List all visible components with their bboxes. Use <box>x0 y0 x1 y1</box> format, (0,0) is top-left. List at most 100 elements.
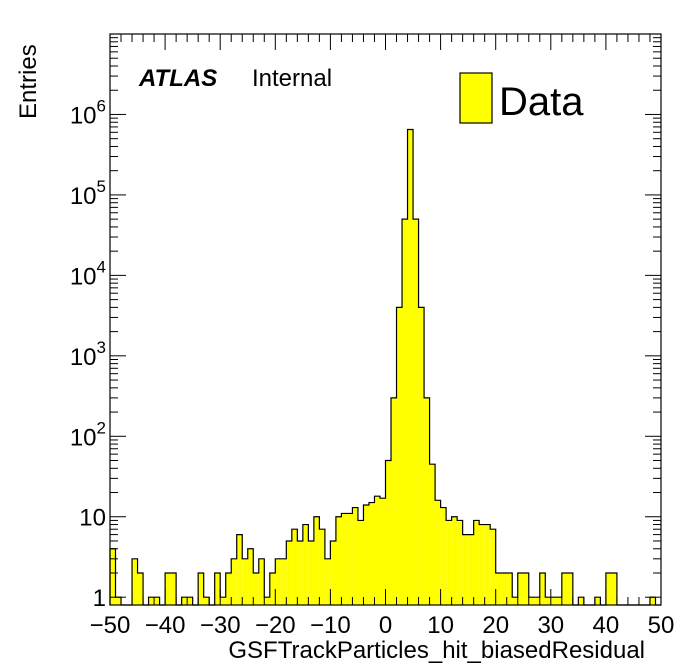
histogram-bar <box>484 524 491 605</box>
histogram-bar <box>528 597 535 605</box>
atlas-label: ATLAS <box>138 65 217 92</box>
x-tick-label: 10 <box>427 612 454 639</box>
x-tick-label: −20 <box>255 612 296 639</box>
histogram-bar <box>594 597 601 605</box>
histogram-bar <box>435 500 441 605</box>
histogram-bar <box>275 558 281 605</box>
histogram-bar <box>264 597 270 605</box>
histogram-bar <box>495 572 502 605</box>
histogram-bar <box>429 464 436 605</box>
histogram-bar <box>302 524 309 605</box>
x-tick-label: −30 <box>200 612 241 639</box>
histogram-bar <box>534 597 540 605</box>
y-tick-label: 106 <box>70 96 106 129</box>
histogram-bar <box>247 548 254 605</box>
histogram-bar <box>308 540 314 605</box>
histogram-bar <box>297 540 303 605</box>
histogram-bar <box>214 572 221 605</box>
histogram-bar <box>115 597 122 605</box>
histogram-bar <box>170 572 177 605</box>
histogram-bar <box>148 597 155 605</box>
histogram-bar <box>352 507 358 605</box>
x-tick-label: 20 <box>482 612 509 639</box>
histogram-bar <box>291 529 298 605</box>
histogram-bar <box>231 558 237 605</box>
histogram-bar <box>335 516 342 605</box>
histogram-bar <box>258 558 265 605</box>
histogram-bar <box>181 597 188 605</box>
histogram-bar <box>132 558 138 605</box>
histogram-bars <box>110 129 656 606</box>
histogram-bar <box>236 534 243 605</box>
histogram-bar <box>242 558 248 605</box>
x-tick-label: −40 <box>145 612 186 639</box>
histogram-bar <box>512 597 518 605</box>
histogram-bar <box>396 307 403 605</box>
histogram-bar <box>187 597 193 605</box>
histogram-bar <box>550 597 557 605</box>
histogram-bar <box>501 572 507 605</box>
histogram-bar <box>567 572 573 605</box>
histogram-bar <box>473 520 480 605</box>
histogram-bar <box>165 572 171 605</box>
y-tick-label: 102 <box>70 418 106 451</box>
legend-swatch <box>459 72 493 124</box>
histogram-bar <box>578 597 584 605</box>
histogram-bar <box>286 540 292 605</box>
histogram-bar <box>402 219 408 605</box>
x-tick-label: 0 <box>379 612 392 639</box>
histogram-bar <box>517 572 524 605</box>
histogram-bar <box>451 516 458 605</box>
histogram-bar <box>391 397 397 605</box>
internal-label: Internal <box>252 65 332 92</box>
y-tick-label: 104 <box>70 257 106 290</box>
histogram-bar <box>611 572 617 605</box>
y-tick-labels: 1 10 102 103 104 105 106 <box>70 96 106 612</box>
histogram-bar <box>506 572 513 605</box>
histogram-bar <box>341 513 347 605</box>
y-tick-label: 105 <box>70 177 106 210</box>
histogram-bar <box>418 307 425 605</box>
y-tick-label: 10 <box>79 505 106 532</box>
y-tick-label: 1 <box>93 585 106 612</box>
histogram-bar <box>137 572 144 605</box>
histogram-bar <box>523 572 529 605</box>
histogram-outline <box>109 128 661 606</box>
histogram-bar <box>561 572 568 605</box>
histogram-bar <box>357 520 364 605</box>
x-tick-labels: −50 −40 −30 −20 −10 0 10 20 30 40 50 <box>90 612 675 639</box>
histogram-bar <box>545 597 551 605</box>
axis-ticks <box>109 34 662 605</box>
histogram-bar <box>346 513 353 605</box>
histogram-bar <box>479 524 485 605</box>
histogram-bar <box>556 597 562 605</box>
x-tick-label: −50 <box>90 612 131 639</box>
histogram-bar <box>110 548 116 605</box>
histogram-bar <box>539 572 546 605</box>
histogram-bar <box>446 520 452 605</box>
histogram-bar <box>280 558 287 605</box>
histogram-bar <box>468 534 474 605</box>
histogram-bar <box>319 529 325 605</box>
y-axis-title: Entries <box>15 44 42 119</box>
histogram-bar <box>154 597 160 605</box>
histogram-bar <box>374 496 380 605</box>
histogram-bar <box>368 502 375 605</box>
histogram-bar <box>413 219 419 605</box>
histogram-bar <box>462 534 469 605</box>
histogram-bar <box>605 572 612 605</box>
histogram-bar <box>330 540 336 605</box>
legend-label-data: Data <box>499 80 584 124</box>
histogram-bar <box>424 397 430 605</box>
histogram-bar <box>269 572 276 605</box>
histogram-bar <box>457 520 463 605</box>
x-tick-label: 30 <box>537 612 564 639</box>
histogram-bar <box>198 572 204 605</box>
histogram-bar <box>385 460 392 605</box>
histogram-bar <box>203 597 210 605</box>
histogram-bar <box>379 498 386 605</box>
histogram-bar <box>253 572 259 605</box>
histogram-bar <box>649 597 656 605</box>
histogram-bar <box>220 597 226 605</box>
